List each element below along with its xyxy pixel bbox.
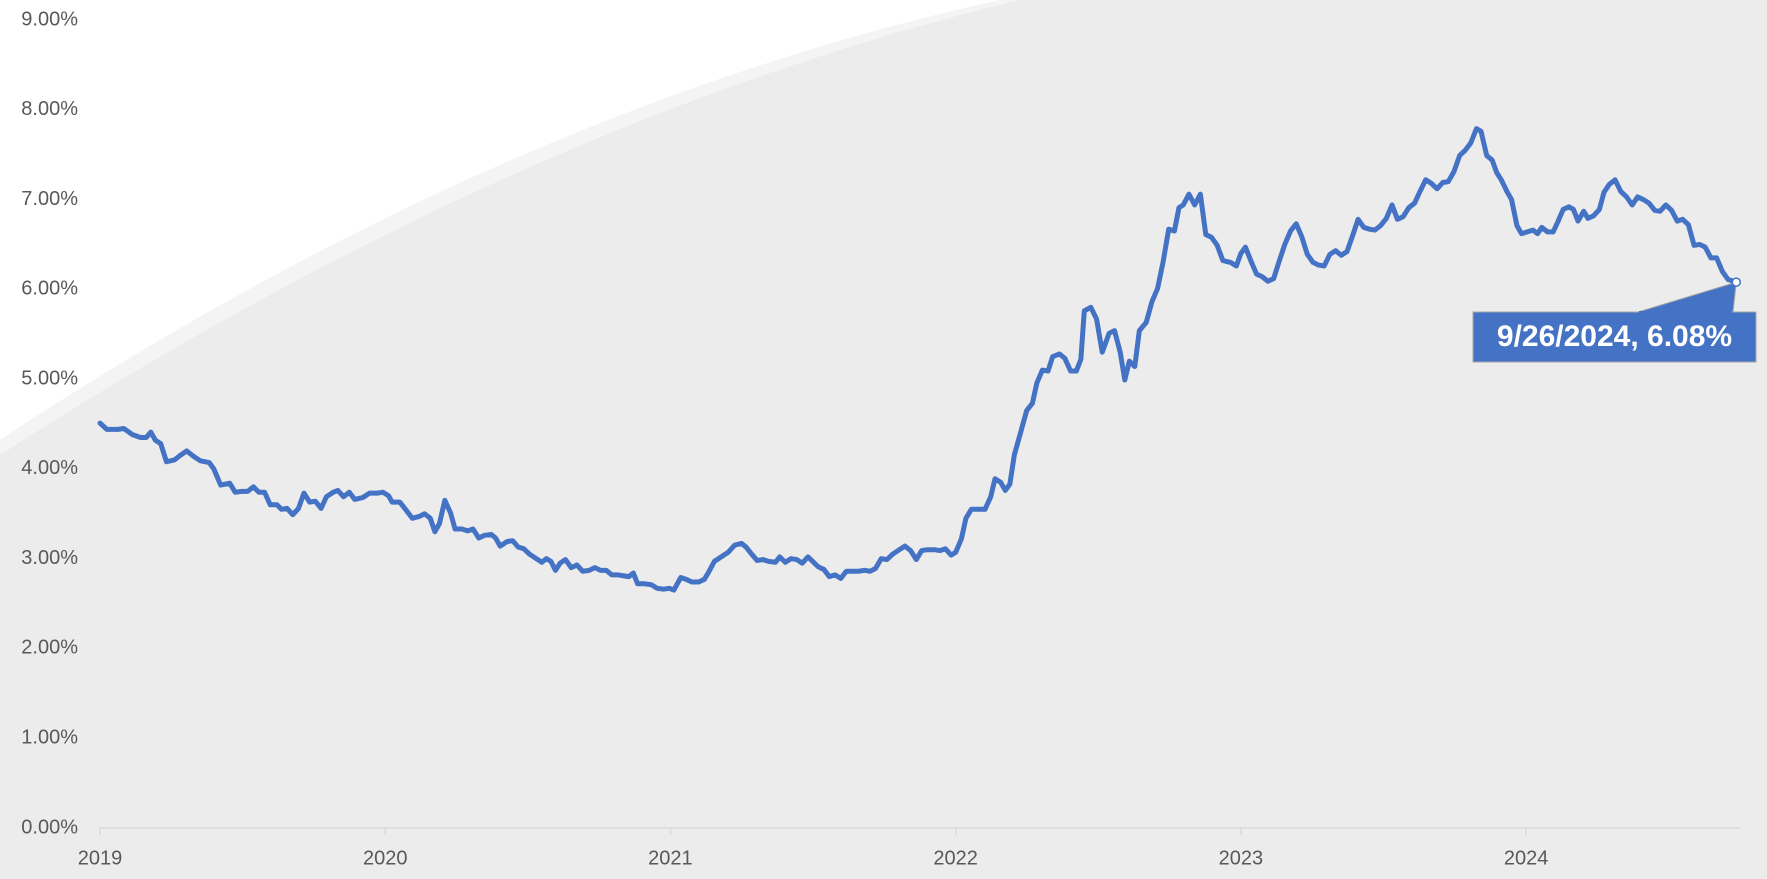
y-tick-label: 1.00% [21, 727, 78, 749]
y-tick-label: 6.00% [21, 278, 78, 300]
annotation-box [1472, 311, 1757, 363]
x-tick-label: 2021 [648, 847, 693, 869]
last-point [1731, 277, 1742, 287]
y-tick-label: 0.00% [21, 816, 78, 838]
annotation-cover [1639, 311, 1732, 314]
x-tick-label: 2024 [1504, 847, 1549, 869]
x-tick-label: 2019 [78, 847, 123, 869]
background-arc [0, 0, 1000, 440]
annotation-label: 9/26/2024, 6.08% [1497, 320, 1732, 353]
y-tick-label: 9.00% [21, 8, 78, 30]
data-line [97, 126, 1739, 593]
y-tick-label: 7.00% [21, 188, 78, 210]
x-tick-label: 2023 [1219, 847, 1264, 869]
y-tick-label: 5.00% [21, 367, 78, 389]
y-tick-label: 3.00% [21, 547, 78, 569]
x-tick-label: 2022 [933, 847, 978, 869]
x-tick-label: 2020 [363, 847, 408, 869]
y-tick-label: 2.00% [21, 637, 78, 659]
plot-area: 0.00% 1.00% 2.00% 3.00% 4.00% 5.00% 6.00% 7.00%… [21, 8, 1757, 869]
y-tick-label: 8.00% [21, 98, 78, 120]
y-tick-label: 4.00% [21, 457, 78, 479]
